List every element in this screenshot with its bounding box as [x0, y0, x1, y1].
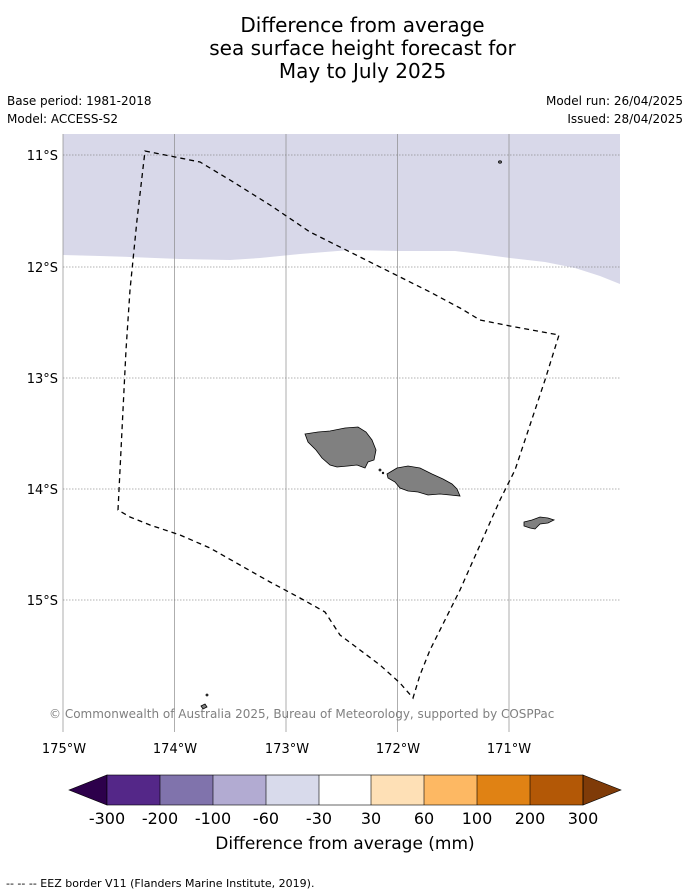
- model-run-text: Model run: 26/04/2025: [545, 94, 683, 108]
- longitude-gridlines: [62, 134, 510, 732]
- lat-label: 11°S: [27, 149, 58, 164]
- eez-footnote: -- -- -- EEZ border V11 (Flanders Marine…: [6, 877, 315, 890]
- colorbar-above-extension: [582, 774, 622, 806]
- colorbar-tick: -300: [89, 809, 125, 828]
- lon-label: 171°W: [487, 742, 531, 757]
- anomaly-band-minus30-minus60: [63, 134, 620, 284]
- lat-label: 13°S: [27, 372, 58, 387]
- map-title: Difference from average sea surface heig…: [0, 14, 690, 83]
- copyright-notice: © Commonwealth of Australia 2025, Bureau…: [49, 707, 555, 721]
- colorbar-bin: [371, 775, 424, 805]
- colorbar-tick: 60: [414, 809, 434, 828]
- savaii-island: [304, 426, 377, 469]
- lat-label: 15°S: [27, 594, 58, 609]
- lon-label: 173°W: [265, 742, 309, 757]
- lon-label: 175°W: [42, 742, 86, 757]
- lon-label: 174°W: [153, 742, 197, 757]
- colorbar-tick: -60: [253, 809, 279, 828]
- colorbar-tick: -200: [142, 809, 178, 828]
- colorbar-bin: [530, 775, 583, 805]
- lat-label: 12°S: [27, 261, 58, 276]
- upolu-island: [386, 465, 461, 497]
- colorbar-ticks: -300 -200 -100 -60 -30 30 60 100 200 300: [89, 809, 598, 828]
- colorbar-bin: [213, 775, 266, 805]
- colorbar-tick: 300: [568, 809, 599, 828]
- colorbar-tick: -100: [195, 809, 231, 828]
- colorbar: -300 -200 -100 -60 -30 30 60 100 200 300: [68, 774, 622, 828]
- niuafoou-island: [200, 703, 208, 710]
- model-name-text: Model: ACCESS-S2: [7, 112, 119, 126]
- longitude-labels: 175°W 174°W 173°W 172°W 171°W: [42, 742, 531, 757]
- title-line-2: sea surface height forecast for: [209, 36, 516, 60]
- latitude-labels: 11°S 12°S 13°S 14°S 15°S: [27, 149, 58, 609]
- title-line-1: Difference from average: [240, 13, 485, 37]
- colorbar-bin: [266, 775, 319, 805]
- lat-label: 14°S: [27, 483, 58, 498]
- colorbar-tick: -30: [306, 809, 332, 828]
- colorbar-below-extension: [68, 774, 108, 806]
- issued-date-text: Issued: 28/04/2025: [567, 112, 683, 126]
- tutuila-island: [523, 516, 556, 530]
- colorbar-bin: [107, 775, 160, 805]
- swains-island: [498, 160, 502, 164]
- colorbar-tick: 30: [361, 809, 381, 828]
- colorbar-bin: [477, 775, 530, 805]
- islet: [378, 468, 382, 472]
- islet: [205, 693, 209, 697]
- base-period-text: Base period: 1981-2018: [7, 94, 152, 108]
- colorbar-tick: 200: [515, 809, 546, 828]
- colorbar-bin: [160, 775, 213, 805]
- islet: [381, 471, 385, 475]
- title-line-3: May to July 2025: [278, 59, 447, 83]
- map-panel: [62, 134, 620, 732]
- islands: [200, 160, 556, 710]
- lon-label: 172°W: [376, 742, 420, 757]
- eez-border: [117, 150, 560, 700]
- colorbar-bin: [319, 775, 371, 805]
- colorbar-bin: [424, 775, 477, 805]
- colorbar-tick: 100: [462, 809, 493, 828]
- colorbar-label: Difference from average (mm): [215, 834, 475, 854]
